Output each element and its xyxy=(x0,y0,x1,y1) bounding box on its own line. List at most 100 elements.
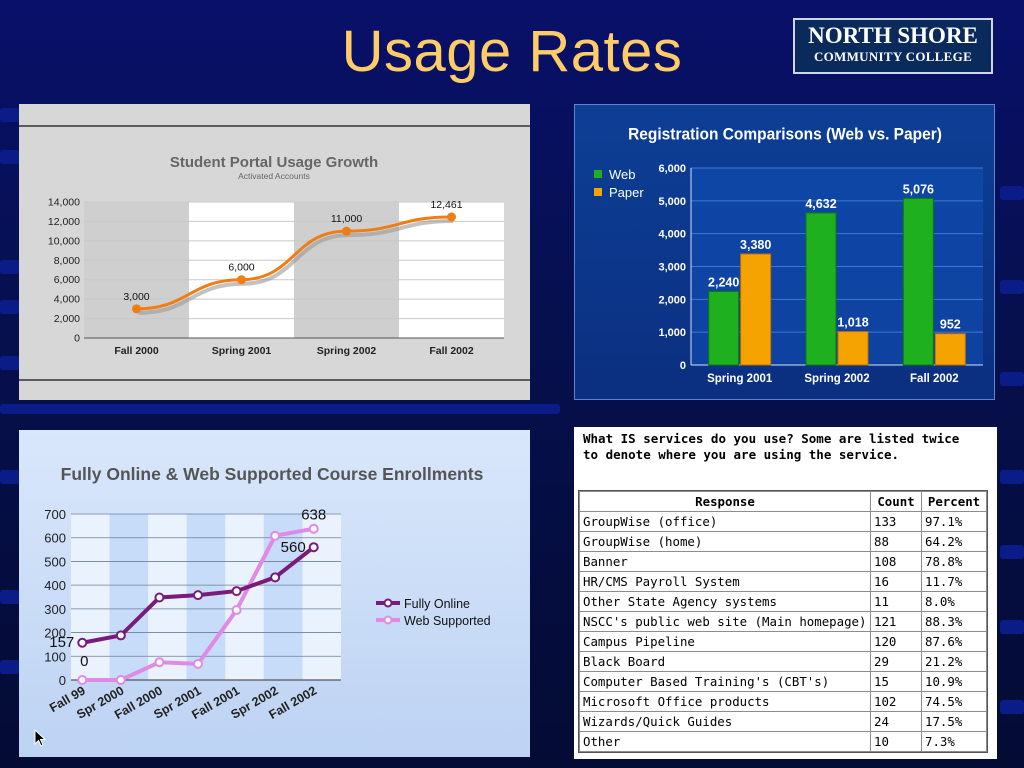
logo-line1: NORTH SHORE xyxy=(808,23,978,48)
cell-count: 120 xyxy=(870,631,922,652)
cell-count: 88 xyxy=(870,531,922,552)
cell-response: GroupWise (home) xyxy=(579,531,871,552)
header-response: Response xyxy=(579,491,871,512)
data-label: 5,076 xyxy=(903,182,934,196)
table-row: Other State Agency systems 11 8.0% xyxy=(579,591,987,612)
plot-band xyxy=(84,202,189,338)
y-tick-label: 10,000 xyxy=(48,235,80,247)
table-row: Black Board 29 21.2% xyxy=(579,651,987,672)
cell-response: Microsoft Office products xyxy=(579,691,871,712)
y-tick-label: 8,000 xyxy=(54,255,80,267)
legend-label-paper: Paper xyxy=(609,185,644,200)
cell-count: 16 xyxy=(870,571,922,592)
legend-label-web: Web xyxy=(609,167,636,182)
legend-swatch-web xyxy=(594,170,602,178)
y-tick-label: 4,000 xyxy=(54,294,80,306)
data-point xyxy=(447,212,456,222)
bar-paper xyxy=(837,331,869,366)
series-line-shadow xyxy=(138,218,454,315)
survey-panel: What IS services do you use? Some are li… xyxy=(574,427,997,759)
table-row: GroupWise (office) 133 97.1% xyxy=(579,511,987,532)
table-row: Banner 108 78.8% xyxy=(579,551,987,572)
legend-marker xyxy=(383,598,393,608)
slide-title: Usage Rates xyxy=(341,19,683,84)
y-tick-label: 2,000 xyxy=(658,294,686,306)
bar-web xyxy=(708,290,740,366)
cell-response: Black Board xyxy=(579,651,871,672)
cell-count: 29 xyxy=(870,651,922,672)
chart-title: Registration Comparisons (Web vs. Paper) xyxy=(628,126,942,143)
cell-count: 11 xyxy=(870,591,922,612)
bar-paper xyxy=(934,333,966,366)
cell-response: HR/CMS Payroll System xyxy=(579,571,871,592)
x-tick-label: Spring 2001 xyxy=(212,345,272,357)
chart-title: Student Portal Usage Growth xyxy=(170,154,378,171)
cell-percent: 64.2% xyxy=(921,531,987,552)
survey-question: What IS services do you use? Some are li… xyxy=(583,431,993,463)
data-point xyxy=(77,637,88,648)
data-label: 952 xyxy=(940,318,961,332)
data-point xyxy=(115,675,126,685)
bar-web xyxy=(902,197,934,366)
table-row: Wizards/Quick Guides 24 17.5% xyxy=(579,711,987,732)
data-point xyxy=(270,572,281,583)
legend-swatch-paper xyxy=(594,188,602,196)
bar-web xyxy=(805,212,837,366)
cell-percent: 7.3% xyxy=(921,731,987,752)
data-label: 3,380 xyxy=(740,238,771,252)
data-point xyxy=(193,658,203,669)
table-row: HR/CMS Payroll System 16 11.7% xyxy=(579,571,987,592)
cell-count: 108 xyxy=(870,551,922,572)
table-row: Campus Pipeline 120 87.6% xyxy=(579,631,987,652)
y-tick-label: 0 xyxy=(59,673,66,688)
data-label: 3,000 xyxy=(123,291,149,303)
cell-response: Computer Based Training's (CBT's) xyxy=(579,671,871,692)
x-tick-label: Fall 2002 xyxy=(910,373,959,385)
cell-percent: 8.0% xyxy=(921,591,987,612)
y-tick-label: 600 xyxy=(44,531,66,546)
y-tick-label: 5,000 xyxy=(658,196,686,208)
cell-response: Other xyxy=(579,731,871,752)
plot-band xyxy=(294,202,399,338)
cell-response: Banner xyxy=(579,551,871,572)
portal-usage-chart: 0 2,000 4,000 6,000 8,000 10,000 12,000 14,000 S… xyxy=(19,125,530,381)
registration-chart: Registration Comparisons (Web vs. Paper)… xyxy=(594,126,983,385)
y-tick-label: 2,000 xyxy=(54,313,80,325)
y-tick-label: 14,000 xyxy=(48,197,80,209)
enrollment-chart-panel: Fully Online & Web Supported Course Enro… xyxy=(19,430,530,757)
cell-response: Campus Pipeline xyxy=(579,631,871,652)
y-tick-label: 0 xyxy=(680,360,686,372)
data-point xyxy=(342,226,351,236)
table-row: Microsoft Office products 102 74.5% xyxy=(579,691,987,712)
cell-response: Wizards/Quick Guides xyxy=(579,711,871,732)
cell-count: 10 xyxy=(870,731,922,752)
x-tick-label: Spring 2002 xyxy=(317,345,377,357)
plot-band xyxy=(302,514,341,680)
cell-percent: 74.5% xyxy=(921,691,987,712)
data-label: 4,632 xyxy=(805,197,836,211)
cell-percent: 11.7% xyxy=(921,571,987,592)
data-point xyxy=(231,605,242,616)
cell-count: 121 xyxy=(870,611,922,632)
y-tick-label: 0 xyxy=(74,333,80,345)
data-label: 0 xyxy=(80,653,88,670)
table-row: NSCC's public web site (Main homepage) 12… xyxy=(579,611,987,632)
registration-chart-panel: Registration Comparisons (Web vs. Paper)… xyxy=(574,104,995,400)
y-tick-label: 300 xyxy=(44,602,66,617)
cell-count: 24 xyxy=(870,711,922,732)
data-point xyxy=(132,304,141,314)
y-tick-label: 12,000 xyxy=(48,216,80,228)
data-point xyxy=(237,275,246,285)
data-label: 1,018 xyxy=(837,316,868,330)
table-row: Computer Based Training's (CBT's) 15 10.9% xyxy=(579,671,987,692)
y-tick-label: 700 xyxy=(44,507,66,522)
college-logo: NORTH SHORE COMMUNITY COLLEGE xyxy=(793,18,993,74)
survey-table: Response Count Percent GroupWise (office… xyxy=(578,490,988,753)
plot-band xyxy=(109,514,149,680)
x-tick-label: Fall 2002 xyxy=(429,345,474,357)
survey-header-row: Response Count Percent xyxy=(579,491,987,512)
cell-percent: 10.9% xyxy=(921,671,987,692)
cell-response: GroupWise (office) xyxy=(579,511,871,532)
data-point xyxy=(193,590,203,601)
series-line xyxy=(136,215,452,311)
